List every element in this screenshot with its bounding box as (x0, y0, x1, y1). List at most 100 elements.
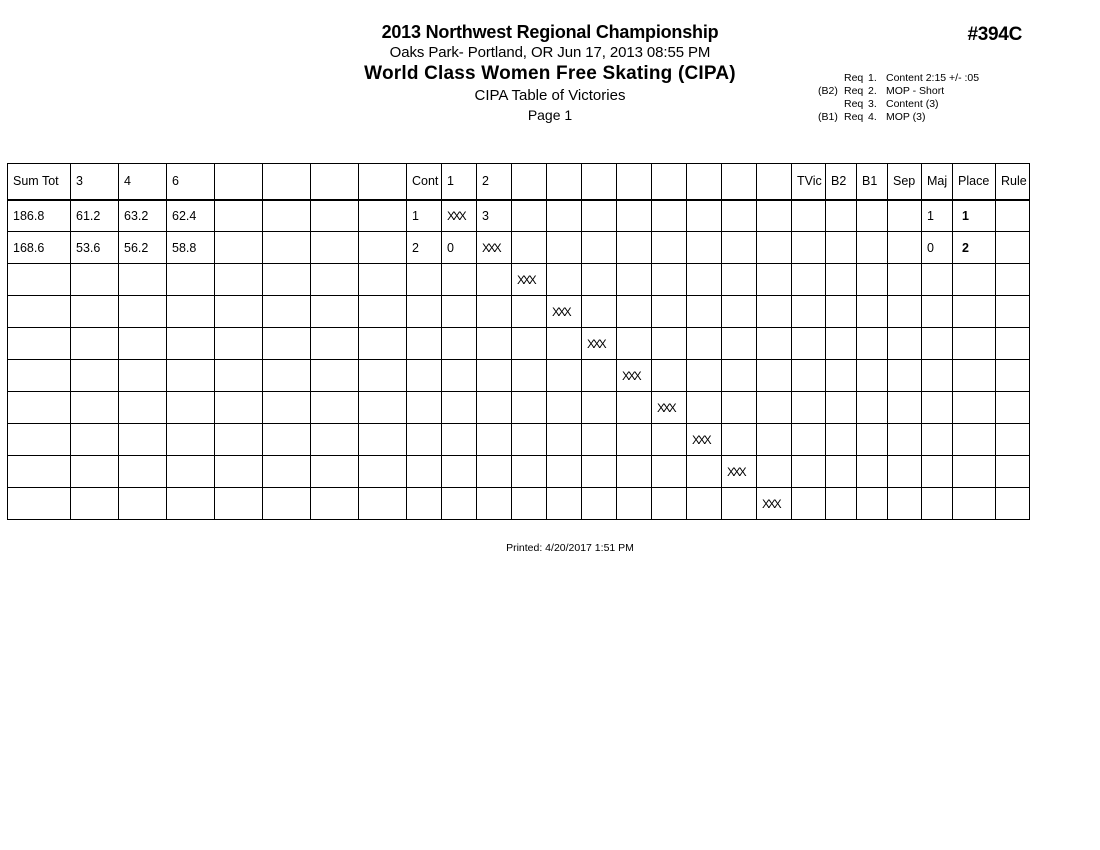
table-cell (651, 423, 687, 456)
table-cell (791, 359, 826, 392)
table-cell (406, 327, 442, 360)
table-cell: 53.6 (70, 231, 119, 264)
victory-mark: XXX (587, 336, 607, 351)
table-row: XXX (7, 423, 1030, 456)
page-label: Page 1 (527, 107, 573, 123)
table-cell (118, 295, 167, 328)
table-cell (476, 327, 512, 360)
table-cell (791, 231, 826, 264)
report-subtitle: CIPA Table of Victories (474, 87, 626, 104)
table-row: XXX (7, 455, 1030, 488)
column-header (214, 163, 263, 201)
column-header: 4 (118, 163, 167, 201)
table-cell (887, 198, 922, 232)
table-cell (921, 487, 953, 520)
table-cell: XXX (616, 359, 652, 392)
table-cell (546, 263, 582, 296)
table-cell (262, 423, 311, 456)
table-cell (616, 327, 652, 360)
table-cell (791, 295, 826, 328)
table-cell (995, 327, 1030, 360)
table-cell: 63.2 (118, 198, 167, 232)
table-cell (476, 295, 512, 328)
table-cell (70, 487, 119, 520)
table-cell (791, 198, 826, 232)
victory-mark: XXX (482, 240, 502, 255)
table-cell (546, 359, 582, 392)
table-cell (952, 391, 996, 424)
table-cell (995, 487, 1030, 520)
table-cell (511, 455, 547, 488)
table-cell (721, 263, 757, 296)
requirement-bonus: (B1) (818, 111, 838, 123)
table-head: Sum Tot 3 4 6 Cont 1 2 TVic B2 B1 Sep Maj Place Rule (7, 163, 1030, 201)
table-cell (511, 198, 547, 232)
table-cell (581, 359, 617, 392)
table-cell (887, 231, 922, 264)
column-header (616, 163, 652, 201)
table-cell (70, 327, 119, 360)
table-row: XXX (7, 327, 1030, 360)
table-cell (118, 487, 167, 520)
table-cell (7, 455, 71, 488)
table-cell (856, 263, 888, 296)
table-cell (756, 391, 792, 424)
table-cell (651, 359, 687, 392)
table-cell (441, 295, 477, 328)
table-cell (921, 423, 953, 456)
table-cell (616, 231, 652, 264)
table-cell (166, 455, 215, 488)
table-cell (952, 263, 996, 296)
table-cell (887, 327, 922, 360)
table-cell (581, 487, 617, 520)
table-cell (686, 359, 722, 392)
table-cell (825, 263, 857, 296)
column-header (262, 163, 311, 201)
table-cell (476, 391, 512, 424)
table-cell: XXX (721, 455, 757, 488)
table-cell (7, 391, 71, 424)
table-cell (995, 295, 1030, 328)
table-cell (546, 391, 582, 424)
table-cell (756, 263, 792, 296)
table-cell (887, 391, 922, 424)
table-cell: 1 (406, 198, 442, 232)
table-cell (825, 423, 857, 456)
column-header (651, 163, 687, 201)
table-cell (511, 327, 547, 360)
requirement-row: Req 1. Content 2:15 +/- :05 (818, 72, 979, 85)
table-cell (546, 198, 582, 232)
table-cell (511, 359, 547, 392)
table-cell (856, 295, 888, 328)
table-cell (214, 455, 263, 488)
table-cell (651, 231, 687, 264)
column-header: 2 (476, 163, 512, 201)
table-cell (581, 295, 617, 328)
table-cell: XXX (686, 423, 722, 456)
table-cell (686, 455, 722, 488)
table-row: XXX (7, 295, 1030, 328)
table-cell (118, 263, 167, 296)
table-cell (262, 231, 311, 264)
table-cell (511, 423, 547, 456)
table-cell (358, 423, 407, 456)
table-cell (214, 327, 263, 360)
table-cell: XXX (581, 327, 617, 360)
table-cell (791, 487, 826, 520)
table-cell (581, 231, 617, 264)
table-cell: 1 (952, 198, 996, 232)
column-header (546, 163, 582, 201)
table-cell (581, 423, 617, 456)
table-cell (358, 391, 407, 424)
table-cell (406, 359, 442, 392)
table-cell (441, 263, 477, 296)
table-cell (721, 359, 757, 392)
table-body: 186.8 61.2 63.2 62.4 1 XXX 3 1 1 168.6 53.6 56.2 58.… (7, 198, 1030, 520)
table-cell (721, 295, 757, 328)
table-cell (756, 327, 792, 360)
table-cell (651, 327, 687, 360)
table-cell (616, 391, 652, 424)
victory-mark: XXX (447, 208, 467, 223)
table-cell (358, 327, 407, 360)
column-header: Cont (406, 163, 442, 201)
